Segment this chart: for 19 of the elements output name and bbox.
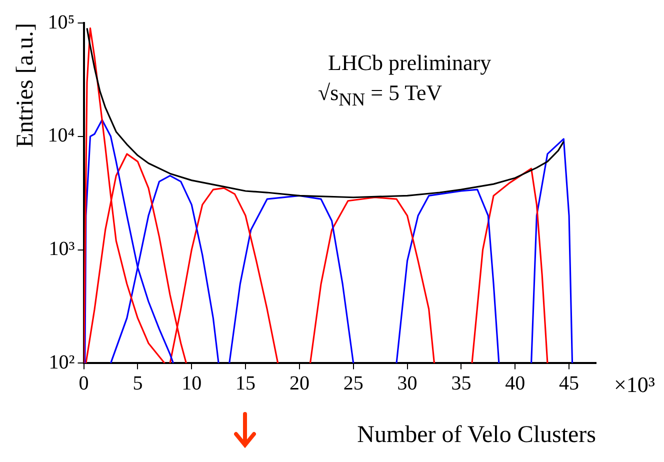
x-tick-label: 40 xyxy=(505,372,526,394)
y-tick-label: 10⁵ xyxy=(48,11,75,34)
y-axis-title: Entries [a.u.] xyxy=(12,23,39,148)
x-tick-label: 45 xyxy=(559,372,580,394)
x-tick-label: 30 xyxy=(397,372,418,394)
x-tick-label: 5 xyxy=(132,372,143,394)
y-tick-label: 10² xyxy=(48,351,75,374)
x-tick-label: 15 xyxy=(236,372,256,394)
annotation: LHCb preliminary xyxy=(328,50,492,76)
x-tick-label: 0 xyxy=(78,372,89,394)
x-tick-label: 35 xyxy=(451,372,472,394)
x-tick-label: 25 xyxy=(343,372,364,394)
x-axis-title: Number of Velo Clusters xyxy=(357,422,596,448)
x-tick-label: 20 xyxy=(289,372,310,394)
text: ×10³ xyxy=(614,372,656,398)
y-tick-label: 10³ xyxy=(48,238,75,260)
annotation: √s$_{NN}$ = 5 TeV xyxy=(318,80,442,110)
y-tick-label: 10⁴ xyxy=(48,124,75,147)
x-tick-label: 10 xyxy=(182,372,202,394)
